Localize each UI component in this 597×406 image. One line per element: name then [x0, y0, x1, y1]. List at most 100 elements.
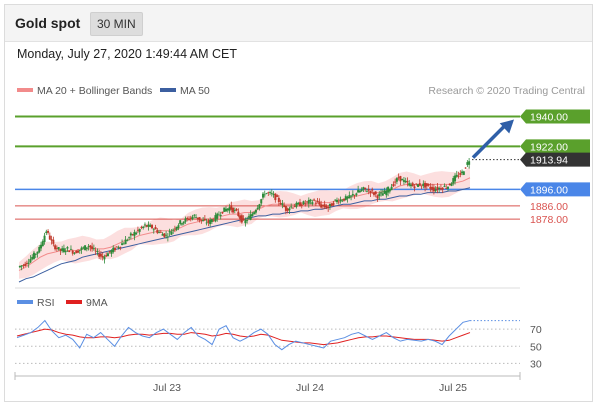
chart-credit: Research © 2020 Trading Central [428, 85, 585, 97]
candle-body [240, 215, 243, 223]
candle-body [203, 218, 206, 221]
candle-body [27, 262, 30, 264]
candle-body [112, 247, 115, 252]
candle-body [159, 231, 162, 233]
candle-body [351, 194, 354, 196]
candle-body [390, 186, 393, 191]
candle-body [443, 185, 446, 187]
candle-body [57, 247, 60, 250]
candle-body [73, 252, 76, 254]
candle-body [96, 251, 99, 252]
candle-body [307, 200, 310, 204]
candle-body [394, 181, 397, 183]
timeframe-badge[interactable]: 30 MIN [90, 12, 143, 36]
rsi-tick-label: 30 [530, 358, 542, 370]
candle-body [172, 229, 175, 231]
level-tag-resistance [520, 139, 590, 154]
candle-body [461, 171, 464, 174]
candle-body [225, 208, 228, 212]
candle-body [267, 192, 270, 194]
candle-body [142, 226, 145, 228]
candle-body [286, 208, 289, 211]
candle-body [436, 186, 439, 191]
candle-body [288, 208, 291, 211]
candle-body [265, 193, 268, 194]
candle-body [395, 178, 398, 182]
candle-body [281, 203, 284, 205]
candle-body [249, 214, 252, 220]
level-label: 1940.00 [530, 112, 568, 124]
candle-body [321, 204, 324, 207]
candle-body [98, 253, 101, 257]
candle-body [122, 243, 125, 245]
candle-body [92, 248, 95, 250]
candle-body [143, 224, 146, 226]
candle-body [367, 188, 370, 191]
rsi-panel: 70 50 30 [15, 319, 542, 370]
candle-body [50, 239, 53, 241]
candle-body [198, 217, 201, 221]
candle-body [362, 187, 365, 190]
candle-body [293, 206, 296, 208]
candle-body [339, 199, 342, 202]
level-label: 1878.00 [530, 214, 568, 226]
candle-body [168, 231, 171, 233]
candle-body [214, 215, 217, 222]
candle-body [309, 199, 312, 202]
candle-body [343, 198, 346, 201]
candle-body [145, 225, 148, 227]
legend-label-rsi-ma: 9MA [86, 297, 108, 309]
candle-body [80, 247, 83, 250]
candle-body [221, 211, 224, 214]
candle-body [115, 246, 118, 248]
rsi-legend: RSI 9MA [17, 297, 108, 309]
candle-body [163, 233, 166, 237]
candle-body [446, 186, 449, 189]
candle-body [371, 189, 374, 191]
candle-body [75, 250, 78, 254]
candle-body [406, 181, 409, 183]
candle-body [210, 219, 213, 222]
candle-body [20, 265, 23, 267]
candle-body [448, 183, 451, 186]
candle-body [316, 200, 319, 203]
candle-body [328, 203, 331, 207]
candle-body [184, 218, 187, 222]
candle-body [219, 214, 222, 216]
candle-body [306, 201, 309, 203]
x-axis: Jul 23 Jul 24 Jul 25 [14, 372, 521, 394]
candle-body [91, 246, 94, 249]
candle-body [297, 202, 300, 205]
candle-body [36, 251, 39, 254]
candle-body [121, 243, 124, 245]
candle-body [24, 263, 27, 266]
candle-body [89, 245, 92, 248]
candle-body [422, 183, 425, 186]
candle-body [40, 244, 43, 249]
candle-body [425, 183, 428, 187]
candle-body [175, 227, 178, 230]
candle-body [272, 194, 275, 195]
candle-body [357, 189, 360, 193]
candle-body [43, 235, 46, 243]
candle-body [166, 236, 169, 238]
candle-body [462, 171, 465, 175]
level-tag-resistance [520, 109, 590, 124]
candle-body [131, 234, 134, 235]
candle-body [47, 231, 50, 233]
candle-body [84, 245, 87, 251]
candle-body [432, 187, 435, 192]
candle-body [429, 186, 432, 189]
candle-body [381, 193, 384, 196]
candle-body [455, 174, 458, 177]
candle-body [188, 219, 191, 221]
candle-body [99, 253, 102, 257]
candle-body [427, 184, 430, 186]
rsi-ma-line [16, 328, 471, 346]
candle-body [346, 196, 349, 199]
rsi-line [16, 319, 471, 351]
legend-label-ma50: MA 50 [180, 85, 210, 97]
candle-body [41, 241, 44, 247]
candle-body [200, 219, 203, 221]
